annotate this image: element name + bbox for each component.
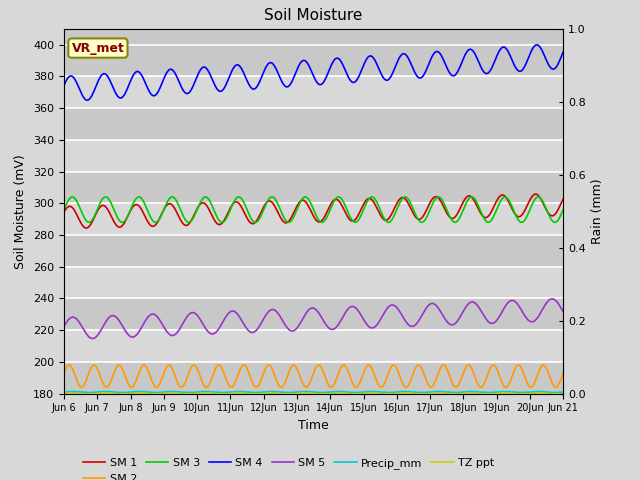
SM 4: [391, 65, 399, 71]
SM 2: [340, 362, 348, 368]
Precip_mm: [60, 389, 68, 395]
SM 1: [456, 205, 464, 211]
Precip_mm: [391, 389, 399, 395]
SM 5: [548, 296, 556, 302]
SM 1: [532, 191, 540, 197]
SM 3: [159, 208, 167, 214]
SM 4: [456, 63, 464, 69]
Precip_mm: [68, 389, 76, 395]
Bar: [64, 203, 563, 235]
Precip_mm: [172, 389, 179, 395]
Line: Precip_mm: Precip_mm: [64, 392, 563, 393]
SM 2: [60, 370, 68, 376]
SM 4: [83, 97, 91, 103]
Legend: SM 1, SM 2, SM 3, SM 4, SM 5, Precip_mm, TZ ppt: SM 1, SM 2, SM 3, SM 4, SM 5, Precip_mm,…: [79, 454, 499, 480]
SM 3: [551, 219, 559, 225]
TZ ppt: [456, 391, 464, 396]
Precip_mm: [559, 389, 567, 395]
SM 2: [227, 384, 235, 390]
SM 2: [500, 384, 508, 390]
Line: SM 5: SM 5: [64, 299, 563, 338]
SM 2: [171, 373, 179, 379]
SM 4: [60, 83, 68, 88]
TZ ppt: [68, 390, 76, 396]
SM 1: [500, 193, 508, 199]
SM 5: [60, 324, 68, 329]
Bar: [64, 171, 563, 203]
SM 4: [172, 71, 179, 77]
SM 3: [500, 194, 508, 200]
Line: SM 1: SM 1: [64, 194, 563, 228]
Title: Soil Moisture: Soil Moisture: [264, 9, 363, 24]
SM 1: [83, 225, 90, 231]
Precip_mm: [159, 389, 167, 395]
Text: VR_met: VR_met: [72, 42, 124, 55]
SM 5: [500, 305, 508, 311]
TZ ppt: [172, 390, 179, 396]
Bar: [64, 140, 563, 171]
Precip_mm: [500, 389, 508, 395]
SM 4: [533, 42, 541, 48]
TZ ppt: [60, 391, 68, 396]
SM 2: [457, 378, 465, 384]
SM 1: [172, 207, 179, 213]
Bar: [64, 299, 563, 330]
SM 3: [60, 207, 68, 213]
SM 5: [559, 309, 567, 314]
TZ ppt: [227, 391, 235, 396]
Precip_mm: [551, 390, 559, 396]
SM 1: [60, 209, 68, 215]
TZ ppt: [391, 391, 399, 396]
SM 3: [456, 214, 464, 220]
SM 4: [500, 44, 508, 50]
X-axis label: Time: Time: [298, 419, 329, 432]
SM 1: [559, 196, 567, 202]
TZ ppt: [159, 391, 167, 396]
Bar: [64, 108, 563, 140]
SM 5: [172, 332, 179, 337]
Bar: [64, 235, 563, 267]
SM 3: [227, 205, 235, 211]
TZ ppt: [559, 391, 567, 396]
SM 4: [159, 77, 167, 83]
Y-axis label: Rain (mm): Rain (mm): [591, 179, 604, 244]
Line: SM 2: SM 2: [64, 365, 563, 387]
SM 5: [88, 336, 96, 341]
SM 4: [559, 49, 567, 55]
SM 2: [159, 372, 166, 378]
Line: SM 4: SM 4: [64, 45, 563, 100]
Bar: [64, 330, 563, 362]
SM 1: [227, 204, 235, 209]
TZ ppt: [551, 391, 559, 397]
SM 1: [159, 208, 167, 214]
SM 5: [391, 303, 399, 309]
SM 5: [159, 323, 167, 329]
SM 2: [559, 370, 567, 376]
TZ ppt: [500, 390, 508, 396]
SM 4: [227, 70, 235, 75]
SM 2: [392, 363, 399, 369]
Line: TZ ppt: TZ ppt: [64, 393, 563, 394]
Bar: [64, 267, 563, 299]
Bar: [64, 362, 563, 394]
SM 5: [456, 314, 464, 320]
SM 3: [559, 207, 567, 213]
SM 3: [172, 196, 179, 202]
SM 1: [391, 204, 399, 210]
Bar: [64, 76, 563, 108]
Y-axis label: Soil Moisture (mV): Soil Moisture (mV): [15, 154, 28, 269]
Bar: [64, 45, 563, 76]
SM 3: [391, 211, 399, 217]
SM 5: [227, 309, 235, 314]
SM 2: [352, 384, 360, 390]
Line: SM 3: SM 3: [64, 197, 563, 222]
Precip_mm: [227, 389, 235, 395]
SM 3: [68, 194, 76, 200]
Precip_mm: [456, 389, 464, 395]
